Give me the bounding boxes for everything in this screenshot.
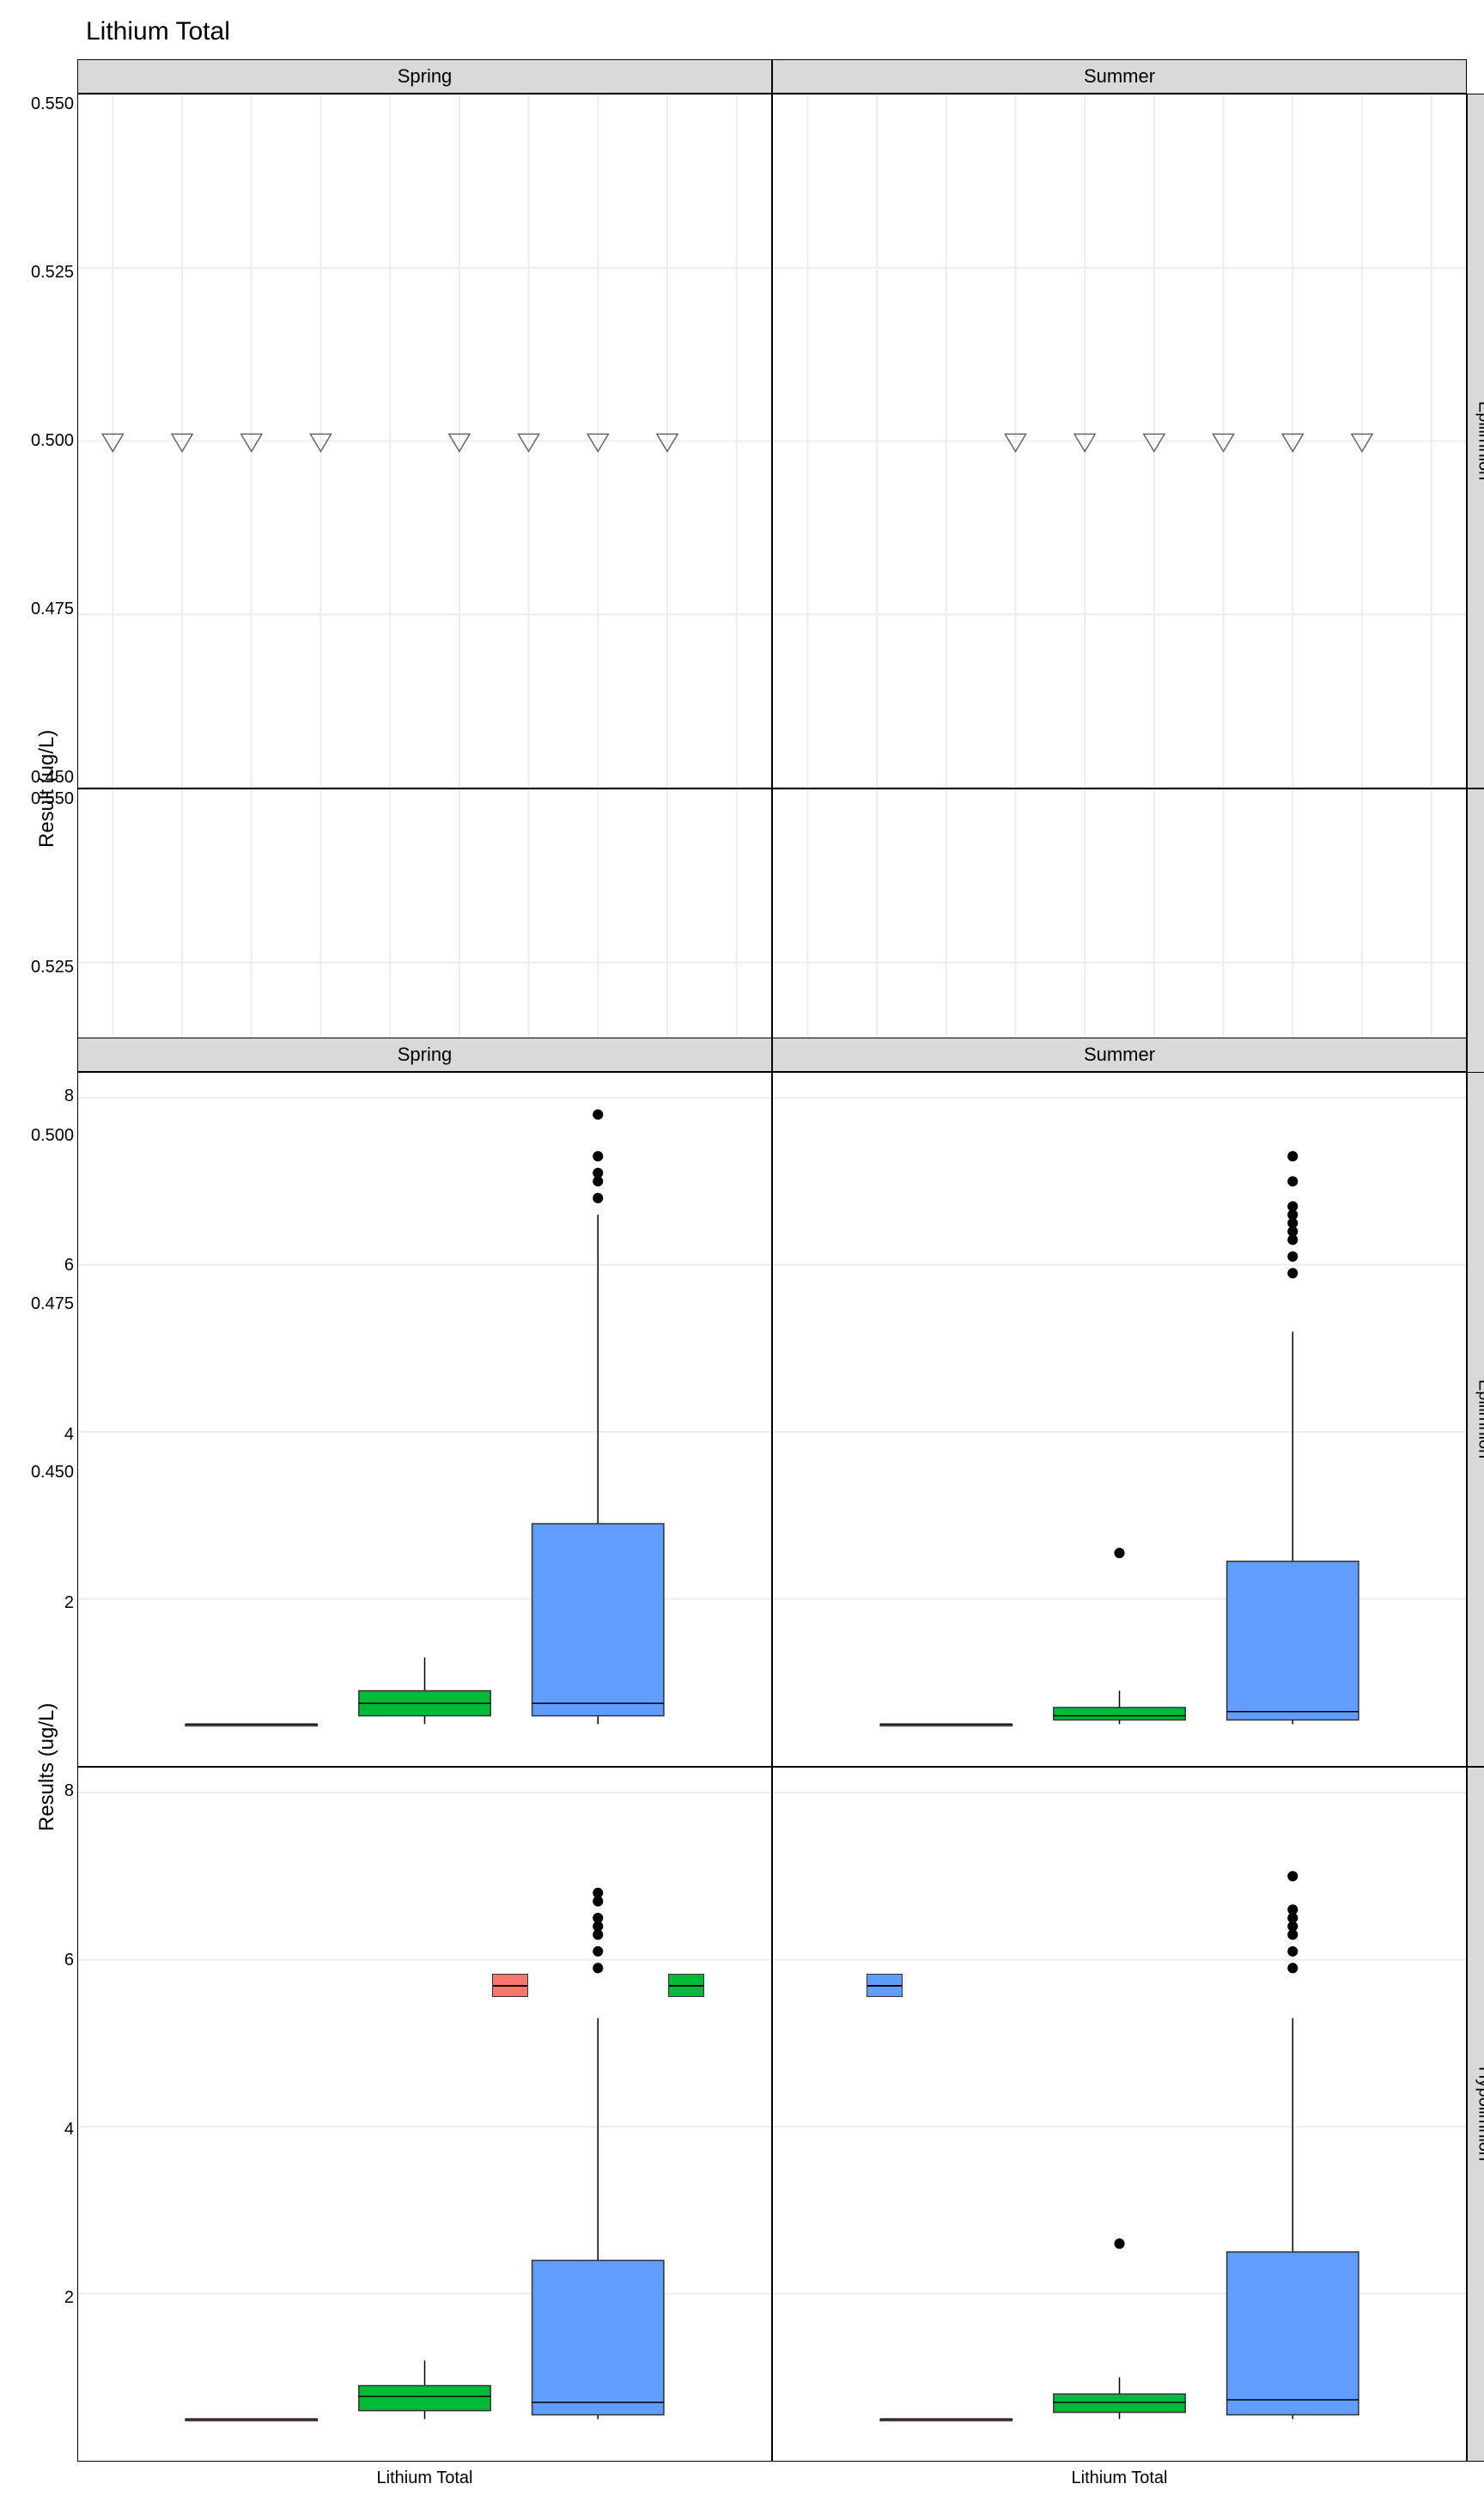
chart1-panel-summer-epi: 2019:0.52020:0.52021:0.52022:0.52023:0.5… (772, 94, 1467, 788)
comparison-network-chart: Comparison with Network Data Results (ug… (17, 995, 1484, 1922)
chart2-panel-spring-epi: 8642 sugar med 0.5regional med 0.756.877… (77, 1072, 772, 1767)
chart2-col-strip-summer: Summer (772, 1038, 1467, 1072)
lithium-total-chart: Lithium Total Result (ug/L) Spring Summe… (17, 17, 1484, 944)
legend-swatch-network (867, 1974, 903, 1997)
chart2-xlabel-spring: Lithium Total (77, 2462, 772, 2496)
legend-swatch-regional (668, 1974, 704, 1997)
chart2-yticks: 8642 (22, 1087, 74, 1613)
chart2-row-strip-epi: Epilimnion (1467, 1072, 1484, 1767)
legend-swatch-sugar (492, 1974, 528, 1997)
chart2-panel-summer-hypo: sugar med 0.52.6regional med 0.75.96.16.… (772, 1767, 1467, 2462)
chart1-col-strip-summer: Summer (772, 59, 1467, 94)
chart2-xlabel-summer: Lithium Total (772, 2462, 1467, 2496)
chart2-panel-summer-epi: sugar med 0.52.55regional med 0.65.96.16… (772, 1072, 1467, 1767)
chart1-title: Lithium Total (86, 17, 1484, 46)
chart2-panel-spring-hypo: 8642 sugar med 0.5regional med 0.775.96.… (77, 1767, 772, 2462)
chart2-yticks-2: 8642 (22, 1781, 74, 2308)
chart1-col-strip-spring: Spring (77, 59, 772, 94)
chart2-row-strip-hypo: Hypolimnion (1467, 1767, 1484, 2462)
chart1-yticks: 0.550 0.525 0.500 0.475 0.450 (22, 94, 74, 788)
chart2-col-strip-spring: Spring (77, 1038, 772, 1072)
chart1-panel-spring-epi: 0.550 0.525 0.500 0.475 0.450 2016:0.520… (77, 94, 772, 788)
chart1-row-strip-epi: Epilimnion (1467, 94, 1484, 788)
